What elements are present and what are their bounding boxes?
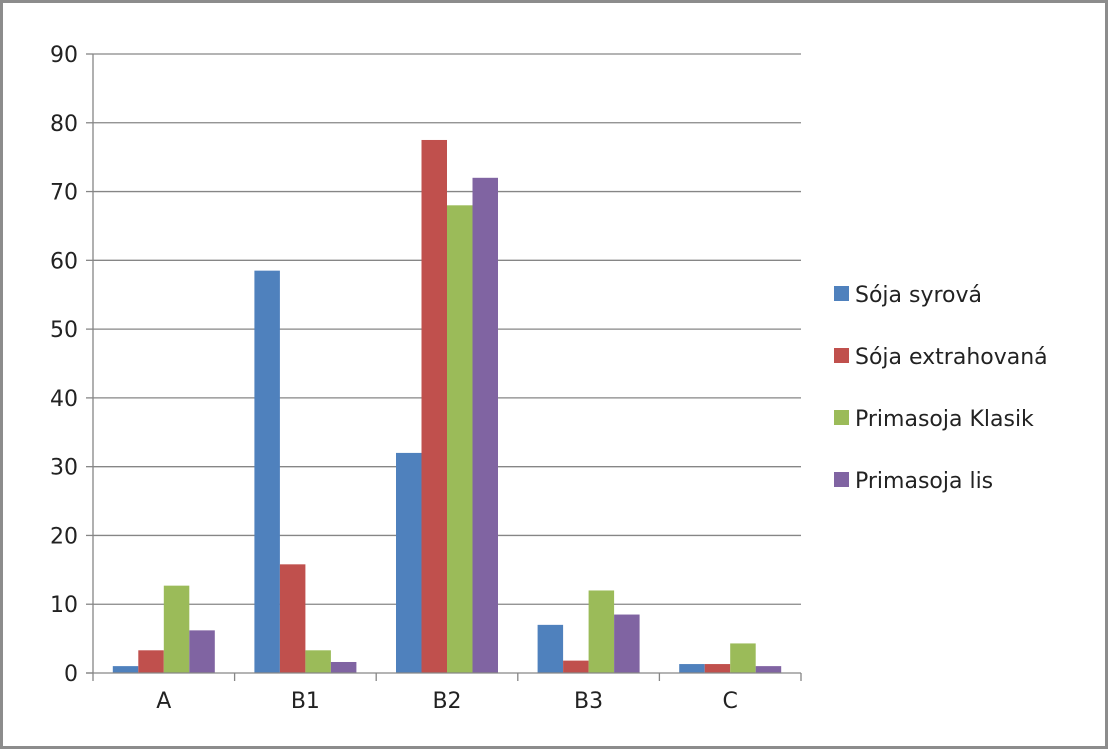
bar-c-series-3: [730, 643, 756, 673]
bar-b1-series-2: [279, 564, 306, 673]
legend-label: Sója syrová: [855, 283, 982, 308]
bar-b1-series-1: [254, 270, 280, 673]
x-axis-tick-labels: A B1 B2 B3 C: [156, 689, 738, 714]
x-tick-label: A: [156, 689, 171, 714]
y-tick-label: 80: [50, 112, 78, 137]
y-tick-label: 30: [50, 456, 78, 481]
bar-b2-series-4: [472, 177, 498, 674]
y-axis-tick-labels: 0 10 20 30 40 50 60 70 80 90: [50, 43, 78, 687]
x-tick-label: B2: [432, 689, 461, 714]
y-tick-label: 0: [64, 662, 78, 687]
axes: [86, 53, 802, 681]
x-tick-label: B1: [291, 689, 320, 714]
bar-b2-series-1: [396, 452, 422, 673]
bar-a-series-2: [138, 650, 164, 673]
bar-b3-series-4: [614, 614, 640, 673]
legend-label: Sója extrahovaná: [855, 345, 1048, 370]
legend-swatch: [834, 348, 849, 363]
x-tick-label: C: [723, 689, 738, 714]
bar-b3-series-2: [563, 660, 589, 673]
legend-label: Primasoja lis: [855, 469, 993, 494]
bar-c-series-2: [704, 664, 731, 673]
bars: [112, 139, 782, 674]
bar-b1-series-3: [305, 650, 331, 673]
bar-b1-series-4: [330, 661, 357, 673]
bar-a-series-3: [163, 585, 190, 673]
bar-a-series-1: [112, 666, 139, 673]
bar-chart: 0 10 20 30 40 50 60 70 80 90 A B1 B2 B3 C Sója syrová…: [50, 43, 1048, 714]
y-tick-label: 50: [50, 318, 78, 343]
legend-swatch: [834, 410, 849, 425]
bar-c-series-1: [679, 664, 705, 673]
y-tick-label: 10: [50, 593, 78, 618]
legend-label: Primasoja Klasik: [855, 407, 1034, 432]
legend-swatch: [834, 472, 849, 487]
y-tick-label: 40: [50, 387, 78, 412]
y-tick-label: 90: [50, 43, 78, 68]
legend: Sója syrová Sója extrahovaná Primasoja Kla…: [834, 283, 1048, 494]
x-tick-label: B3: [574, 689, 603, 714]
bar-c-series-4: [755, 666, 782, 673]
bar-a-series-4: [189, 630, 215, 673]
y-tick-label: 70: [50, 181, 78, 206]
bar-b3-series-3: [588, 590, 615, 673]
bar-b2-series-3: [447, 205, 473, 674]
bar-b3-series-1: [537, 624, 564, 673]
y-tick-label: 20: [50, 524, 78, 549]
legend-swatch: [834, 286, 849, 301]
bar-b2-series-2: [421, 139, 447, 673]
y-tick-label: 60: [50, 249, 78, 274]
